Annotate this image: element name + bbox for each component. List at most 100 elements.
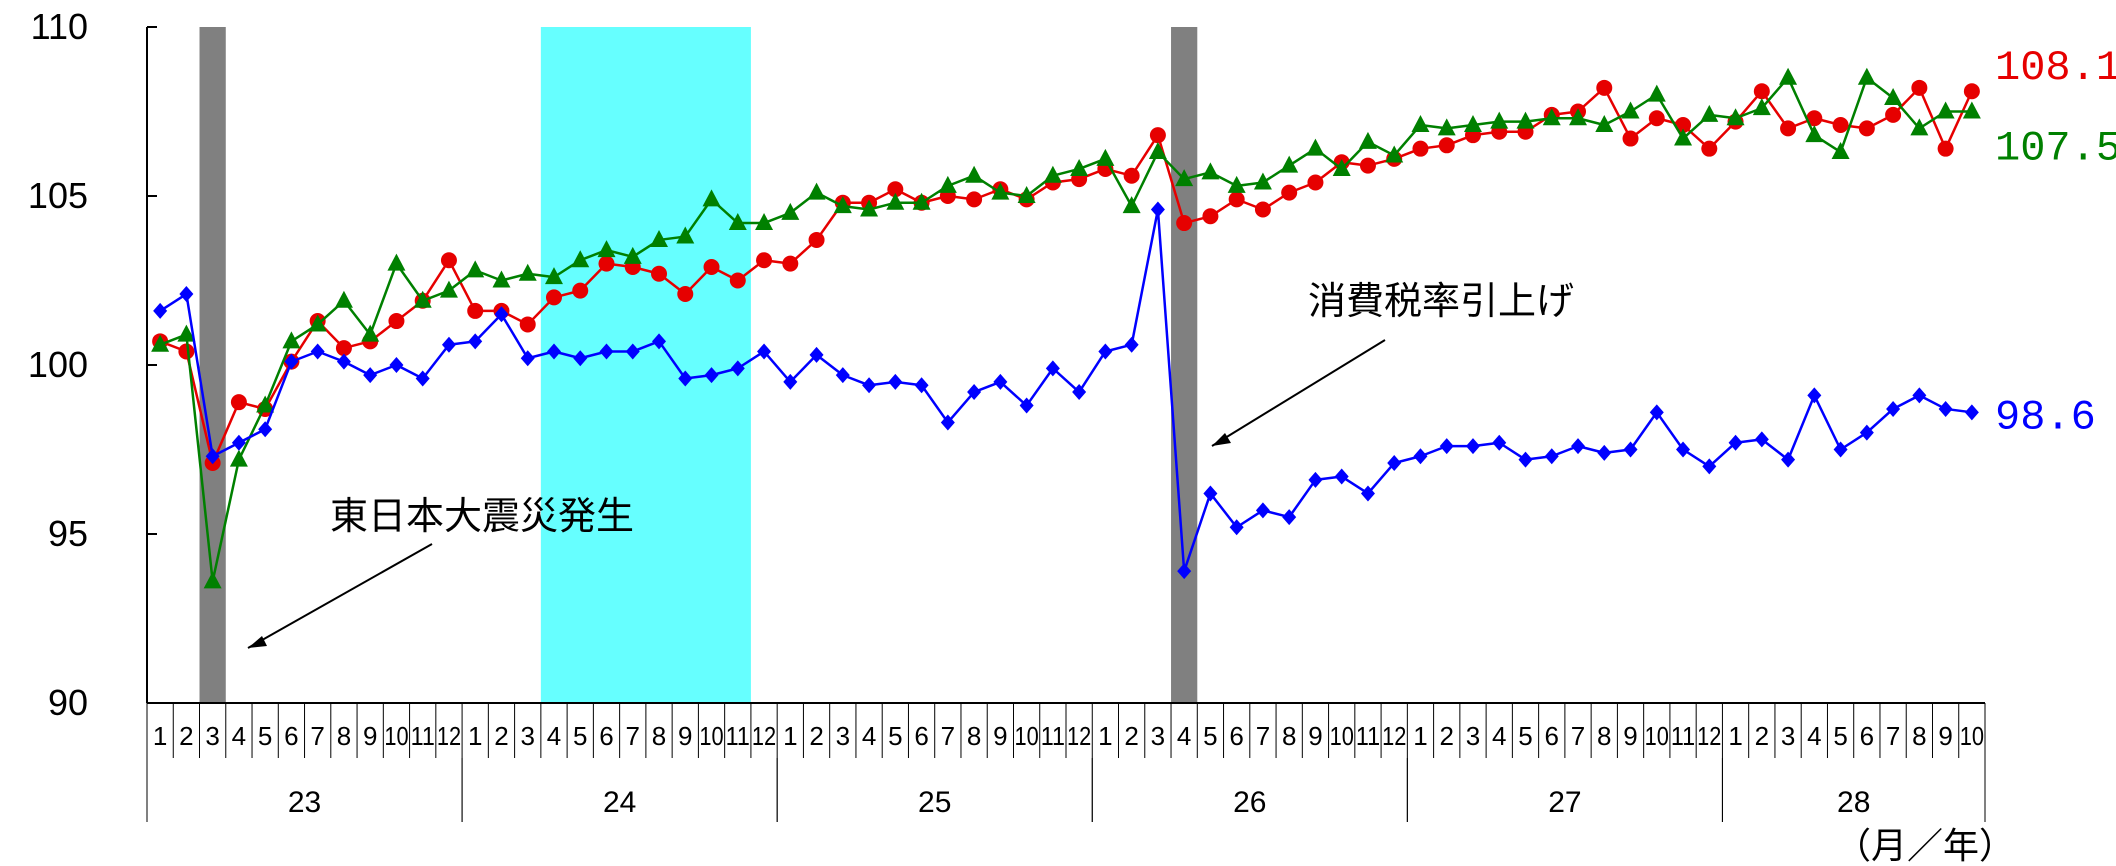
data-point <box>1676 441 1691 458</box>
data-point <box>1833 441 1848 458</box>
month-label: 5 <box>888 721 902 751</box>
data-point <box>1544 448 1559 465</box>
data-point <box>1228 191 1245 208</box>
month-label: 4 <box>862 721 876 751</box>
data-point <box>1359 157 1376 174</box>
month-label: 6 <box>914 721 928 751</box>
month-label: 7 <box>1886 721 1900 751</box>
data-point <box>1490 111 1509 129</box>
year-label: 25 <box>918 786 951 819</box>
data-point <box>755 213 774 231</box>
month-label: 4 <box>547 721 561 751</box>
month-label: 5 <box>573 721 587 751</box>
year-label: 27 <box>1548 786 1581 819</box>
data-point <box>1911 79 1928 96</box>
data-point <box>702 189 721 207</box>
month-label: 4 <box>1807 721 1821 751</box>
data-point <box>1781 451 1796 468</box>
month-label: 6 <box>599 721 613 751</box>
data-point <box>1439 438 1454 455</box>
data-point <box>1360 485 1375 502</box>
data-point <box>336 353 351 370</box>
data-point <box>991 182 1010 200</box>
data-point <box>1596 79 1613 96</box>
data-point <box>1753 83 1770 100</box>
data-point <box>1072 384 1087 401</box>
year-label: 23 <box>288 786 321 819</box>
data-point <box>1779 67 1798 85</box>
data-point <box>389 357 404 373</box>
data-point <box>703 258 720 275</box>
data-point <box>1542 108 1561 126</box>
data-point <box>625 343 640 360</box>
month-label: 11 <box>1356 721 1380 751</box>
series-circle <box>152 79 1980 472</box>
month-label: 5 <box>1833 721 1847 751</box>
data-point <box>520 350 535 367</box>
data-point <box>1307 174 1324 191</box>
data-point <box>1936 101 1955 119</box>
data-point <box>466 260 485 278</box>
data-point <box>1597 444 1612 461</box>
data-point <box>440 252 457 269</box>
data-point <box>1780 120 1797 137</box>
data-point <box>1518 451 1533 468</box>
data-point <box>1176 215 1193 232</box>
data-point <box>967 384 982 401</box>
month-label: 1 <box>153 721 167 751</box>
data-point <box>966 191 983 208</box>
data-point <box>1308 471 1323 488</box>
end-label: 98.6 <box>1995 393 2096 441</box>
month-label: 1 <box>1413 721 1427 751</box>
data-point <box>546 343 561 360</box>
shaded-band <box>199 27 226 703</box>
y-tick-label: 95 <box>48 513 88 554</box>
data-point <box>415 370 430 387</box>
shaded-band <box>540 27 751 703</box>
data-point <box>1412 140 1429 157</box>
data-point <box>1910 118 1929 136</box>
data-point <box>1912 387 1927 404</box>
data-point <box>1150 201 1165 218</box>
month-label: 11 <box>1041 721 1065 751</box>
data-point <box>1807 387 1822 404</box>
month-label: 5 <box>258 721 272 751</box>
data-point <box>1175 169 1194 187</box>
data-point <box>310 343 325 360</box>
data-point <box>361 324 380 342</box>
data-point <box>623 246 642 264</box>
data-point <box>860 199 879 217</box>
data-point <box>1622 130 1639 147</box>
data-point <box>599 343 614 360</box>
month-label: 1 <box>783 721 797 751</box>
data-point <box>284 353 299 370</box>
y-axis-ticks: 90 95 100 105 110 <box>28 6 157 723</box>
data-point <box>598 255 615 272</box>
data-point <box>439 280 458 298</box>
year-label: 24 <box>603 786 636 819</box>
month-label: 6 <box>1545 721 1559 751</box>
data-point <box>728 213 747 231</box>
data-point <box>1648 110 1665 127</box>
data-point <box>1227 175 1246 193</box>
data-point <box>1647 84 1666 102</box>
month-label: 12 <box>1382 721 1406 751</box>
data-point <box>888 373 903 390</box>
data-point <box>1413 448 1428 465</box>
data-point <box>729 272 746 289</box>
shaded-band <box>1171 27 1198 703</box>
data-point <box>886 192 905 210</box>
data-point <box>1070 158 1089 176</box>
data-point <box>809 346 824 363</box>
data-point <box>678 370 693 387</box>
month-label: 4 <box>1492 721 1506 751</box>
month-label: 4 <box>232 721 246 751</box>
data-point <box>1019 397 1034 414</box>
month-label: 3 <box>1781 721 1795 751</box>
data-point <box>177 324 196 342</box>
data-point <box>652 333 667 350</box>
data-point <box>205 448 220 465</box>
month-label: 2 <box>809 721 823 751</box>
month-label: 7 <box>626 721 640 751</box>
data-point <box>1885 106 1902 123</box>
